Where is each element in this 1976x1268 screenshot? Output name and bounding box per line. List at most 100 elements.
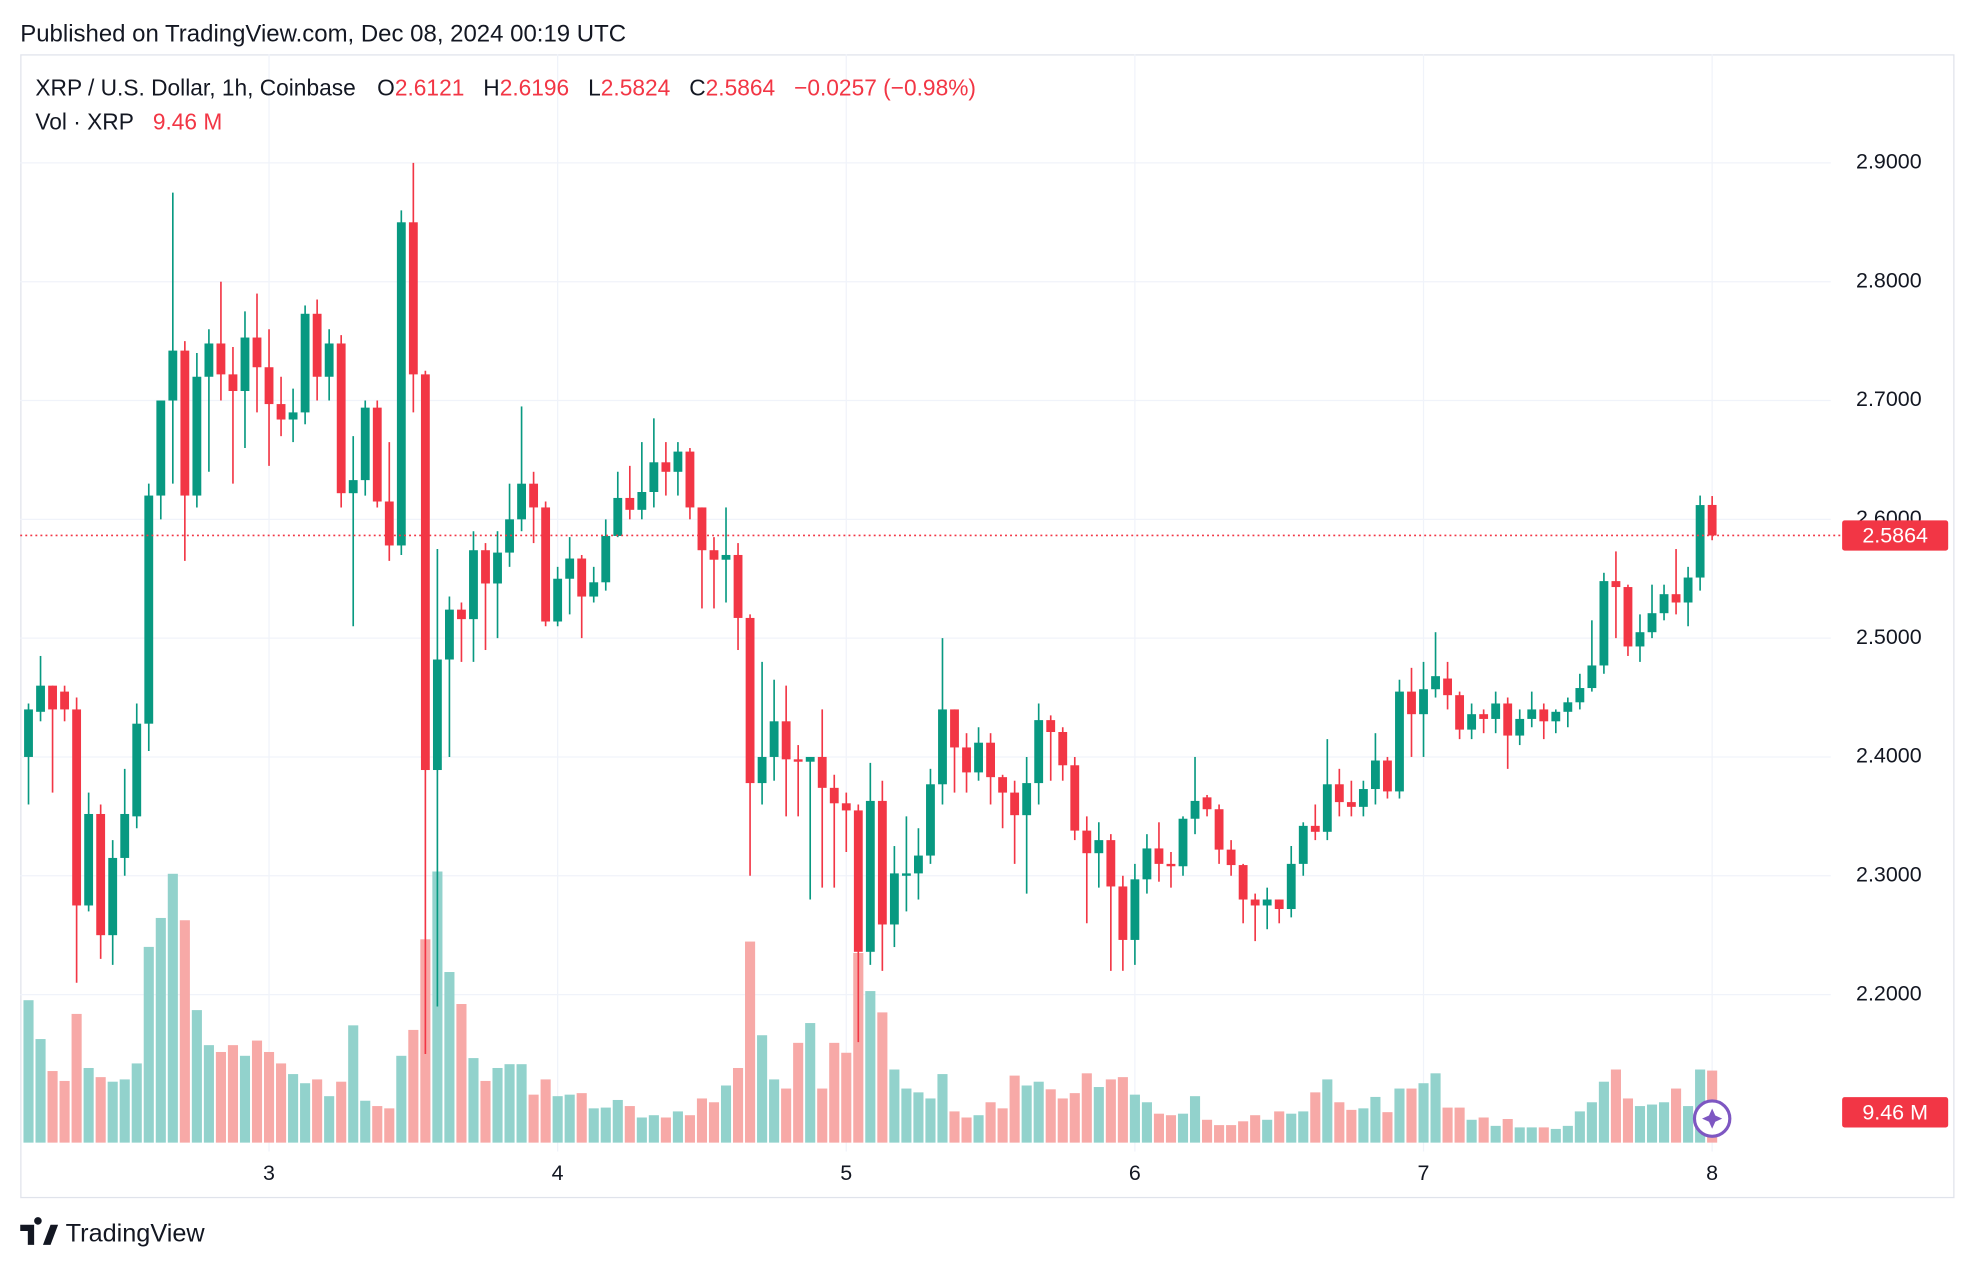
y-tick-label: 2.4000 (1856, 744, 1922, 768)
volume-bar (1009, 1075, 1020, 1143)
candle-body (1587, 665, 1597, 689)
volume-bar (1502, 1119, 1513, 1143)
volume-bar (324, 1096, 335, 1143)
candle-body (901, 873, 911, 876)
candle-body (276, 404, 286, 420)
candle-body (228, 374, 238, 392)
candle-body (1274, 899, 1284, 910)
candle-body (372, 407, 382, 502)
volume-bar (1478, 1117, 1489, 1143)
logo (20, 1217, 59, 1245)
volume-bar (47, 1071, 58, 1143)
volume-bar (71, 1013, 82, 1143)
candle-body (577, 558, 587, 597)
candle-body (1262, 899, 1272, 906)
volume-bar (1442, 1107, 1453, 1143)
candle-body (1575, 688, 1585, 703)
volume-bar (937, 1074, 948, 1143)
volume-bar (1526, 1127, 1537, 1143)
volume-bar (1214, 1125, 1225, 1143)
candle-body (757, 756, 767, 784)
candle-body (505, 519, 514, 553)
candle-body (180, 350, 190, 496)
candle-body (1298, 825, 1308, 864)
x-tick-label: 7 (1418, 1161, 1430, 1185)
volume-bar (251, 1040, 263, 1143)
volume-bar (1454, 1107, 1465, 1143)
candle-body (48, 685, 57, 710)
volume-bar (1045, 1089, 1056, 1143)
volume-bar (1634, 1106, 1646, 1143)
volume-bar (396, 1055, 407, 1143)
candle-body (360, 407, 370, 481)
candle-body (625, 497, 635, 510)
candle-body (673, 451, 683, 472)
candle-body (1250, 899, 1260, 906)
candle-body (733, 554, 743, 618)
volume-bar (143, 946, 154, 1143)
volume-bar (696, 1098, 708, 1143)
volume-tag (1842, 1097, 1949, 1128)
volume-bar (961, 1117, 972, 1143)
candle-body (769, 721, 779, 757)
volume-bar (588, 1108, 599, 1143)
candle-body (661, 462, 671, 472)
candle-body (1707, 504, 1717, 536)
volume-bar (1370, 1096, 1381, 1143)
volume-bar (1057, 1098, 1068, 1143)
candle-body (348, 480, 358, 494)
candle-body (1431, 676, 1440, 690)
y-tick-label: 2.7000 (1856, 387, 1922, 411)
candle-body (1310, 825, 1320, 832)
volume-tag-label: 9.46 M (1862, 1100, 1928, 1124)
volume-bar (1226, 1125, 1237, 1143)
volume-value: 9.46 M (153, 109, 222, 135)
candle-body (324, 343, 334, 377)
candle-body (1034, 720, 1044, 784)
candle-body (1130, 879, 1140, 940)
volume-bar (167, 873, 178, 1143)
candle-body (1238, 865, 1248, 900)
volume-bar (23, 1000, 34, 1143)
volume-bar (444, 972, 455, 1143)
volume-bar (1033, 1081, 1044, 1143)
candle-body (1443, 678, 1452, 696)
volume-bar (239, 1055, 251, 1143)
candle-body (1346, 802, 1356, 807)
volume-bar (59, 1080, 70, 1143)
candle-body (914, 855, 923, 874)
volume-bar (1165, 1115, 1177, 1143)
candle-body (1683, 577, 1693, 603)
candle-body (384, 501, 394, 546)
change: −0.0257 (−0.98%) (794, 75, 976, 101)
x-tick-label: 3 (263, 1161, 275, 1185)
volume-bar (997, 1108, 1008, 1143)
volume-bar (336, 1081, 347, 1143)
volume-bar (973, 1115, 984, 1143)
volume-bar (1177, 1113, 1189, 1143)
volume-bar (1418, 1083, 1429, 1143)
volume-bar (853, 952, 864, 1143)
volume-bar (576, 1093, 587, 1143)
y-tick-label: 2.8000 (1856, 268, 1922, 292)
candle-body (1467, 714, 1477, 730)
volume-bar (1466, 1119, 1477, 1143)
y-tick-label: 2.5000 (1856, 625, 1922, 649)
volume-bar (432, 871, 443, 1143)
high-label: H (483, 75, 499, 101)
volume-bar (456, 1004, 467, 1143)
candle-body (709, 550, 719, 560)
candle-body (793, 759, 803, 762)
volume-bar (131, 1063, 142, 1143)
candle-body (1190, 800, 1200, 819)
volume-bar (35, 1039, 46, 1143)
candle-body (1383, 760, 1392, 792)
candle-body (649, 462, 659, 492)
footer: TradingView (66, 1219, 206, 1247)
volume-pane (23, 871, 1718, 1143)
volume-bar (817, 1088, 828, 1143)
volume-bar (757, 1035, 768, 1143)
candle-body (1082, 830, 1092, 854)
